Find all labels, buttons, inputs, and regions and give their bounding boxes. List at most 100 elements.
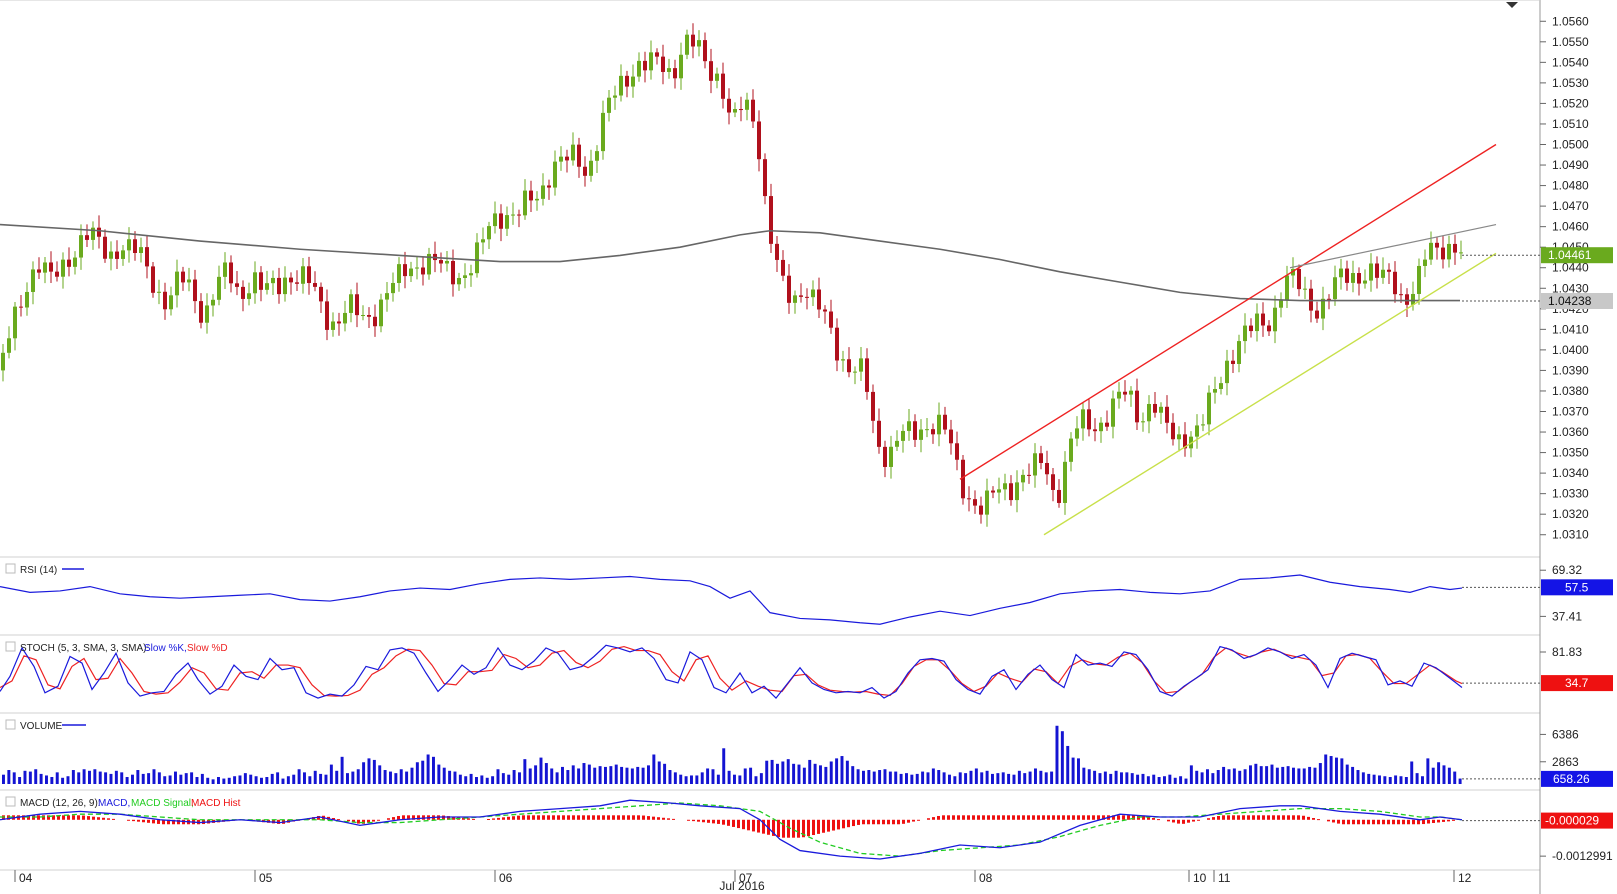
macd-hist-bar (52, 815, 55, 820)
volume-bar (1297, 768, 1301, 784)
candle-up (487, 226, 491, 240)
volume-bar (55, 772, 59, 784)
macd-hist-bar (1087, 815, 1090, 820)
candle-up (1069, 438, 1073, 462)
price-tick-label: 1.0350 (1552, 446, 1589, 460)
candle-up (595, 151, 599, 161)
volume-bar (754, 776, 758, 784)
macd-hist-bar (1312, 817, 1315, 820)
volume-bar (367, 758, 371, 784)
macd-hist-bar (852, 819, 855, 827)
volume-bar (1340, 758, 1344, 784)
rsi-current-text: 57.5 (1565, 580, 1589, 594)
candle-up (1129, 390, 1133, 395)
candle-up (1279, 300, 1283, 308)
macd-hist-bar (597, 815, 600, 820)
chevron-down-icon[interactable] (1506, 2, 1518, 8)
candle-down (565, 156, 569, 161)
volume-bar (308, 776, 312, 784)
macd-hist-bar (127, 819, 130, 821)
volume-bar (174, 771, 177, 784)
macd-current-text: -0.000029 (1545, 814, 1599, 828)
volume-bar (1152, 774, 1156, 784)
candle-down (85, 235, 89, 240)
volume-bar (996, 773, 1000, 784)
volume-bar (808, 759, 812, 784)
volume-bar (910, 774, 914, 784)
volume-bar (518, 772, 521, 784)
volume-bar (690, 775, 693, 784)
volume-bar (415, 762, 419, 784)
volume-bar (1254, 763, 1258, 784)
volume-bar (303, 772, 306, 784)
volume-bar (211, 779, 215, 784)
candle-up (157, 291, 161, 293)
macd-hist-bar (162, 819, 165, 825)
volume-bar (888, 771, 892, 784)
volume-panel (2, 725, 1462, 784)
volume-bar (1120, 772, 1123, 784)
volume-bar (1023, 773, 1027, 784)
volume-bar (1082, 767, 1086, 784)
candle-up (211, 299, 215, 306)
macd-hist-bar (47, 815, 50, 820)
channel-upper-line (959, 143, 1497, 480)
macd-hist-bar (1072, 815, 1075, 820)
macd-hist-bar (547, 815, 550, 820)
time-tick-label: 06 (499, 871, 513, 885)
volume-bar (824, 766, 828, 784)
candle-down (1087, 409, 1091, 430)
candle-up (1333, 277, 1337, 300)
period-label: Jul 2016 (719, 879, 765, 893)
volume-bar (1238, 770, 1242, 784)
volume-bar (1410, 761, 1414, 784)
macd-hist-bar (167, 819, 170, 825)
macd-hist-bar (1117, 815, 1120, 820)
volume-bar (1130, 773, 1134, 784)
macd-hist-bar (492, 818, 495, 820)
candle-down (313, 283, 317, 287)
candle-up (1237, 341, 1241, 364)
volume-current-text: 658.26 (1553, 772, 1590, 786)
price-tick-label: 1.0540 (1552, 55, 1589, 69)
volume-bar (1071, 757, 1075, 784)
candle-up (1003, 483, 1007, 490)
volume-bar (797, 764, 801, 784)
volume-bar (835, 758, 839, 784)
candle-down (337, 321, 341, 324)
macd-hist-bar (42, 815, 45, 820)
volume-bar (668, 770, 672, 784)
macd-hist-bar (882, 819, 885, 825)
macd-hist-bar (587, 815, 590, 820)
candle-down (1315, 310, 1319, 319)
macd-hist-bar (1157, 819, 1160, 821)
candle-down (1327, 298, 1331, 300)
macd-hist-bar (1382, 819, 1385, 825)
macd-hist-bar (1212, 817, 1215, 820)
candle-up (733, 109, 737, 113)
macd-hist-bar (137, 819, 140, 822)
candle-up (457, 277, 461, 285)
volume-bar (1249, 765, 1252, 784)
volume-bar (1286, 766, 1290, 784)
macd-hist-bar (442, 815, 445, 820)
volume-bar (1001, 772, 1005, 784)
volume-bar (1103, 771, 1107, 784)
macd-hist-bar (1112, 815, 1115, 820)
volume-bar (394, 773, 398, 784)
macd-hist-bar (1032, 815, 1035, 820)
volume-bar (991, 773, 994, 784)
volume-bar (759, 773, 763, 784)
macd-hist-bar (347, 819, 350, 822)
candle-up (559, 156, 563, 162)
macd-hist-bar (607, 815, 610, 820)
volume-bar (539, 757, 543, 784)
macd-hist-bar (692, 819, 695, 822)
candle-down (655, 52, 659, 57)
macd-hist-bar (862, 819, 865, 825)
candle-up (1411, 293, 1415, 305)
macd-hist-bar (1287, 815, 1290, 820)
volume-bar (1404, 777, 1408, 784)
candle-up (205, 305, 209, 323)
candle-down (277, 277, 281, 295)
